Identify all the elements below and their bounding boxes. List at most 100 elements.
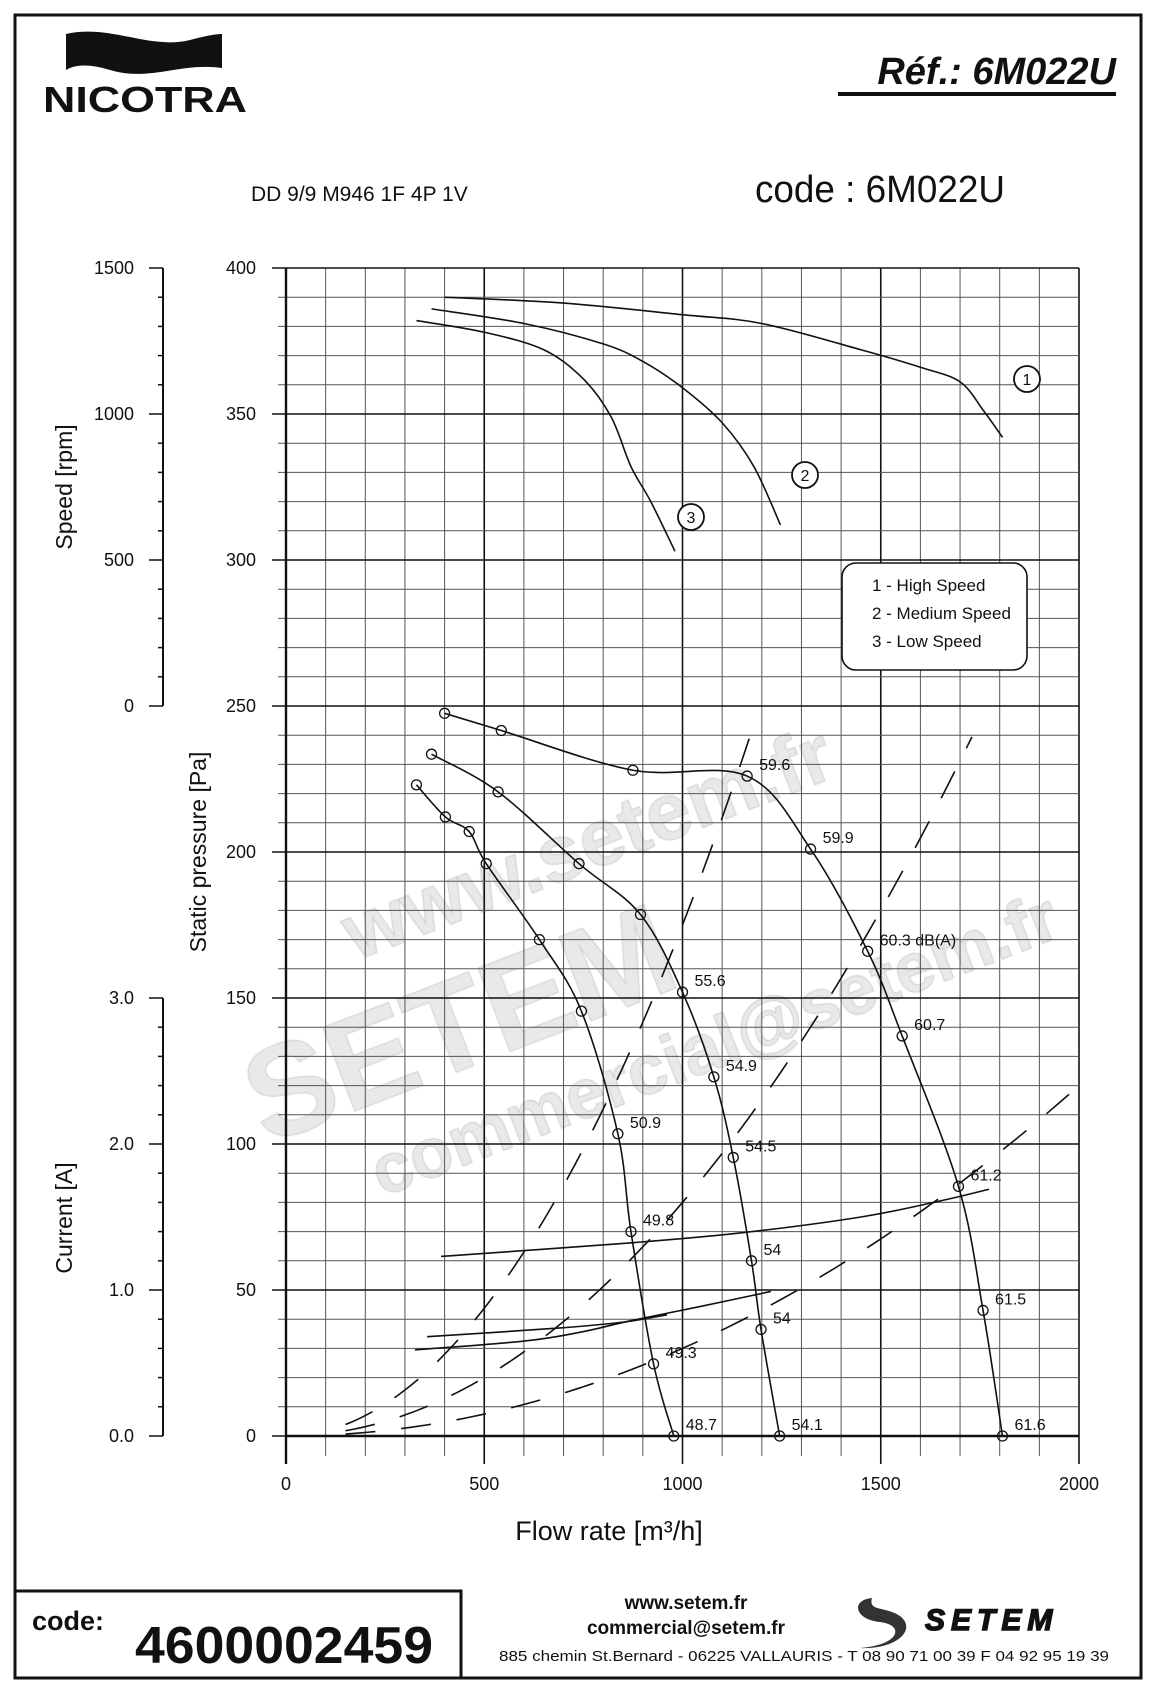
pressure-data-point	[480, 858, 492, 870]
current-tick-label: 0.0	[109, 1426, 134, 1446]
x-tick-label: 1500	[861, 1474, 901, 1494]
pressure-data-point	[727, 1151, 739, 1164]
noise-level-label: 54	[763, 1242, 781, 1259]
noise-level-label: 61.2	[970, 1167, 1001, 1184]
legend-box	[841, 562, 1028, 671]
noise-level-label: 54.9	[726, 1058, 757, 1075]
page-border	[13, 13, 1143, 1680]
pressure-data-point	[495, 724, 507, 737]
x-tick-label: 500	[469, 1474, 499, 1494]
speed-curve-1	[444, 296, 1004, 438]
nicotra-logo: NICOTRA	[43, 31, 247, 120]
x-tick-label: 0	[281, 1474, 291, 1494]
chart-axes: 0 500 1000 1500 2000050100150200250300350400…	[94, 258, 1099, 1494]
pressure-data-point	[862, 945, 874, 957]
pressure-data-point	[896, 1030, 908, 1042]
pressure-data-point	[668, 1430, 680, 1442]
y-tick-label: 400	[226, 258, 256, 278]
pressure-curve-2	[431, 753, 781, 1437]
pressure-data-point	[804, 843, 817, 855]
current-curve-2	[414, 1290, 772, 1351]
noise-level-label: 49.8	[643, 1213, 674, 1230]
current-axis-title: Current [A]	[51, 1162, 77, 1273]
pressure-data-point	[634, 908, 647, 921]
code-title: code : 6M022U	[755, 169, 1005, 211]
y-tick-label: 100	[226, 1134, 256, 1154]
code-value: 4600002459	[135, 1617, 433, 1675]
pressure-data-point	[627, 764, 639, 776]
pressure-data-point	[977, 1304, 989, 1317]
pressure-data-point	[625, 1225, 637, 1238]
noise-level-label: 61.6	[1014, 1417, 1045, 1434]
current-tick-label: 1.0	[109, 1280, 134, 1300]
current-curve-1	[440, 1188, 990, 1258]
speed-tick-label: 0	[124, 696, 134, 716]
chart-legend: 1 - High Speed 2 - Medium Speed 3 - Low …	[841, 562, 1028, 671]
noise-level-label: 54.5	[745, 1138, 776, 1155]
chart-grid	[272, 267, 1080, 1464]
speed-curve-2	[431, 308, 782, 526]
setem-swirl-icon	[858, 1598, 907, 1649]
pressure-data-point	[612, 1128, 624, 1140]
pressure-data-point	[996, 1430, 1009, 1442]
pressure-data-point	[741, 770, 753, 782]
pressure-data-point	[573, 858, 585, 870]
y-tick-label: 50	[236, 1280, 256, 1300]
speed-curve-3	[416, 319, 676, 552]
legend-entry-medium: 2 - Medium Speed	[872, 604, 1011, 623]
nicotra-flag-icon	[66, 31, 222, 74]
y-tick-label: 150	[226, 988, 256, 1008]
code-label: code:	[32, 1606, 104, 1636]
pressure-data-point	[708, 1071, 720, 1083]
current-curve-3	[427, 1314, 668, 1338]
legend-entry-low: 3 - Low Speed	[872, 632, 982, 651]
pressure-data-point	[647, 1358, 660, 1370]
footer-email[interactable]: commercial@setem.fr	[587, 1618, 786, 1639]
current-tick-label: 3.0	[109, 988, 134, 1008]
pressure-data-point	[533, 933, 546, 946]
noise-level-label: 60.7	[914, 1017, 945, 1034]
noise-level-label: 48.7	[686, 1417, 717, 1434]
noise-level-label: 61.5	[995, 1291, 1026, 1308]
curve-marker-circle	[677, 503, 705, 531]
setem-wordmark: SETEM	[925, 1604, 1058, 1637]
pressure-data-point	[575, 1005, 588, 1017]
y-tick-label: 0	[246, 1426, 256, 1446]
noise-level-label: 49.3	[666, 1345, 697, 1362]
speed-axis-title: Speed [rpm]	[51, 424, 77, 549]
y-tick-label: 250	[226, 696, 256, 716]
noise-level-label: 50.9	[630, 1115, 661, 1132]
speed-tick-label: 1000	[94, 404, 134, 424]
pressure-data-point	[410, 779, 423, 791]
curve-marker-circle	[791, 461, 819, 489]
flow-axis-title: Flow rate [m³/h]	[515, 1516, 703, 1546]
pressure-data-point	[438, 707, 451, 719]
y-tick-label: 300	[226, 550, 256, 570]
pressure-data-point	[425, 748, 438, 760]
y-tick-label: 350	[226, 404, 256, 424]
code-box	[13, 1589, 463, 1680]
speed-tick-label: 1500	[94, 258, 134, 278]
chart-curves: 59.6 59.9 60.3 dB(A) 60.7 61.2 61.5 61.6 55.6 54…	[345, 296, 1076, 1442]
curve-marker-label: 1	[1023, 372, 1032, 389]
pressure-data-point	[463, 825, 475, 838]
pressure-data-point	[439, 811, 452, 823]
curve-marker-label: 3	[687, 510, 696, 527]
footer-website[interactable]: www.setem.fr	[624, 1593, 748, 1614]
pressure-axis-title: Static pressure [Pa]	[185, 752, 211, 953]
y-tick-label: 200	[226, 842, 256, 862]
curve-marker-circle	[1013, 365, 1041, 393]
noise-level-label: 54.1	[792, 1417, 823, 1434]
pressure-data-point	[745, 1255, 758, 1267]
system-curve-dashed	[345, 1088, 1076, 1435]
noise-level-label: 60.3 dB(A)	[880, 932, 956, 949]
pressure-data-point	[676, 986, 689, 998]
current-tick-label: 2.0	[109, 1134, 134, 1154]
x-tick-label: 1000	[662, 1474, 702, 1494]
noise-level-label: 59.6	[759, 757, 790, 774]
pressure-data-point	[952, 1180, 965, 1192]
noise-level-label: 59.9	[823, 830, 854, 847]
curve-marker-label: 2	[801, 468, 810, 485]
